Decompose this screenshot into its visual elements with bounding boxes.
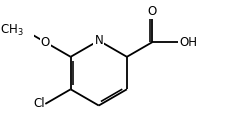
Text: O: O (147, 5, 156, 18)
Text: O: O (41, 36, 50, 49)
Text: Cl: Cl (33, 97, 44, 110)
Text: N: N (94, 34, 103, 47)
Text: CH$_3$: CH$_3$ (0, 22, 23, 38)
Text: OH: OH (178, 36, 196, 49)
